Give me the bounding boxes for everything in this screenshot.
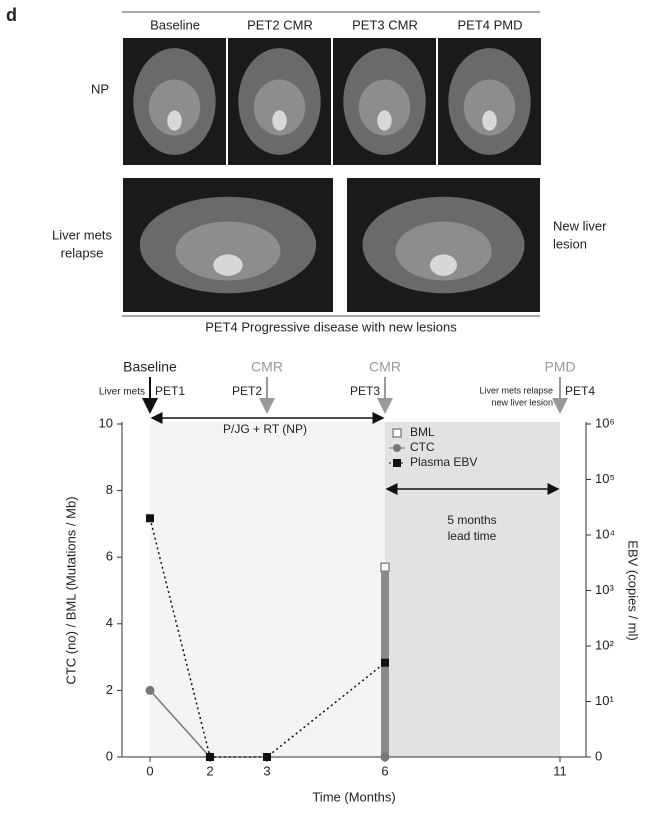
row-label: Liver mets [52, 227, 112, 242]
ct-bone [213, 254, 242, 275]
x-axis-title: Time (Months) [312, 789, 395, 804]
y-tick-label: 10 [99, 415, 113, 430]
row-label: NP [91, 81, 109, 96]
ct-images [123, 38, 541, 312]
row-label: relapse [61, 245, 104, 260]
ct-bone [167, 110, 181, 130]
annotation: new liver lesion [491, 397, 553, 407]
legend-marker [393, 429, 401, 437]
legend-label: Plasma EBV [410, 455, 477, 469]
marker [381, 659, 389, 667]
caption: PET4 Progressive disease with new lesion… [205, 319, 457, 334]
ct-bone [377, 110, 391, 130]
panel-label: d [6, 5, 17, 25]
legend-marker [393, 444, 401, 452]
y2-tick-label: 10³ [595, 582, 614, 597]
legend-marker [393, 459, 401, 467]
y2-tick-label: 10² [595, 637, 614, 652]
marker [381, 753, 390, 762]
y-tick-label: 0 [106, 748, 113, 763]
y-tick-label: 4 [106, 615, 113, 630]
figure: d NP Liver mets relapse New liver lesion… [0, 0, 664, 813]
y-tick-label: 6 [106, 549, 113, 564]
y-tick-label: 2 [106, 682, 113, 697]
y2-tick-label: 10¹ [595, 693, 614, 708]
column-label: Baseline [150, 17, 200, 32]
ct-bone [430, 254, 457, 275]
x-tick-label: 11 [553, 763, 567, 778]
ct-bone [482, 110, 496, 130]
chart: 0 2 4 6 8 10 0 10¹ 10² 10³ 10⁴ 10⁵ 10⁶ 0 2 3 6 11 Time (Mo… [63, 359, 640, 805]
column-label: PET3 CMR [352, 17, 418, 32]
legend-label: BML [410, 425, 435, 439]
marker [146, 686, 155, 695]
column-label: PET2 CMR [247, 17, 313, 32]
x-tick-label: 3 [263, 763, 270, 778]
period-shade [150, 422, 385, 757]
marker [263, 753, 271, 761]
annotation: CMR [251, 359, 283, 375]
annotation: PET4 [565, 384, 595, 398]
x-tick-label: 6 [381, 763, 388, 778]
y2-tick-label: 10⁶ [595, 415, 615, 430]
marker [381, 563, 389, 571]
annotation: PET3 [350, 384, 380, 398]
annotation: 5 months [447, 513, 496, 527]
lead-shade [385, 422, 560, 757]
y-tick-label: 8 [106, 482, 113, 497]
annotation: P/JG + RT (NP) [223, 422, 307, 436]
x-tick-label: 0 [146, 763, 153, 778]
y2-tick-label: 10⁵ [595, 471, 615, 486]
row-label: lesion [553, 236, 587, 251]
legend-label: CTC [410, 440, 435, 454]
y2-axis-title: EBV (copies / ml) [626, 540, 641, 640]
column-label: PET4 PMD [457, 17, 522, 32]
marker [206, 753, 214, 761]
row-label: New liver [553, 218, 607, 233]
y2-tick-label: 0 [595, 748, 602, 763]
annotation: Baseline [123, 359, 177, 375]
annotation: lead time [448, 529, 497, 543]
ct-bone [272, 110, 286, 130]
annotation: Liver mets [99, 387, 145, 398]
annotation: PET1 [155, 384, 185, 398]
annotation: CMR [369, 359, 401, 375]
annotation: PMD [544, 359, 575, 375]
annotation: Liver mets relapse [479, 385, 553, 395]
x-tick-label: 2 [206, 763, 213, 778]
y2-tick-label: 10⁴ [595, 526, 615, 541]
y-axis-title: CTC (no) / BML (Mutations / Mb) [63, 496, 78, 684]
marker [146, 514, 154, 522]
annotation: PET2 [232, 384, 262, 398]
